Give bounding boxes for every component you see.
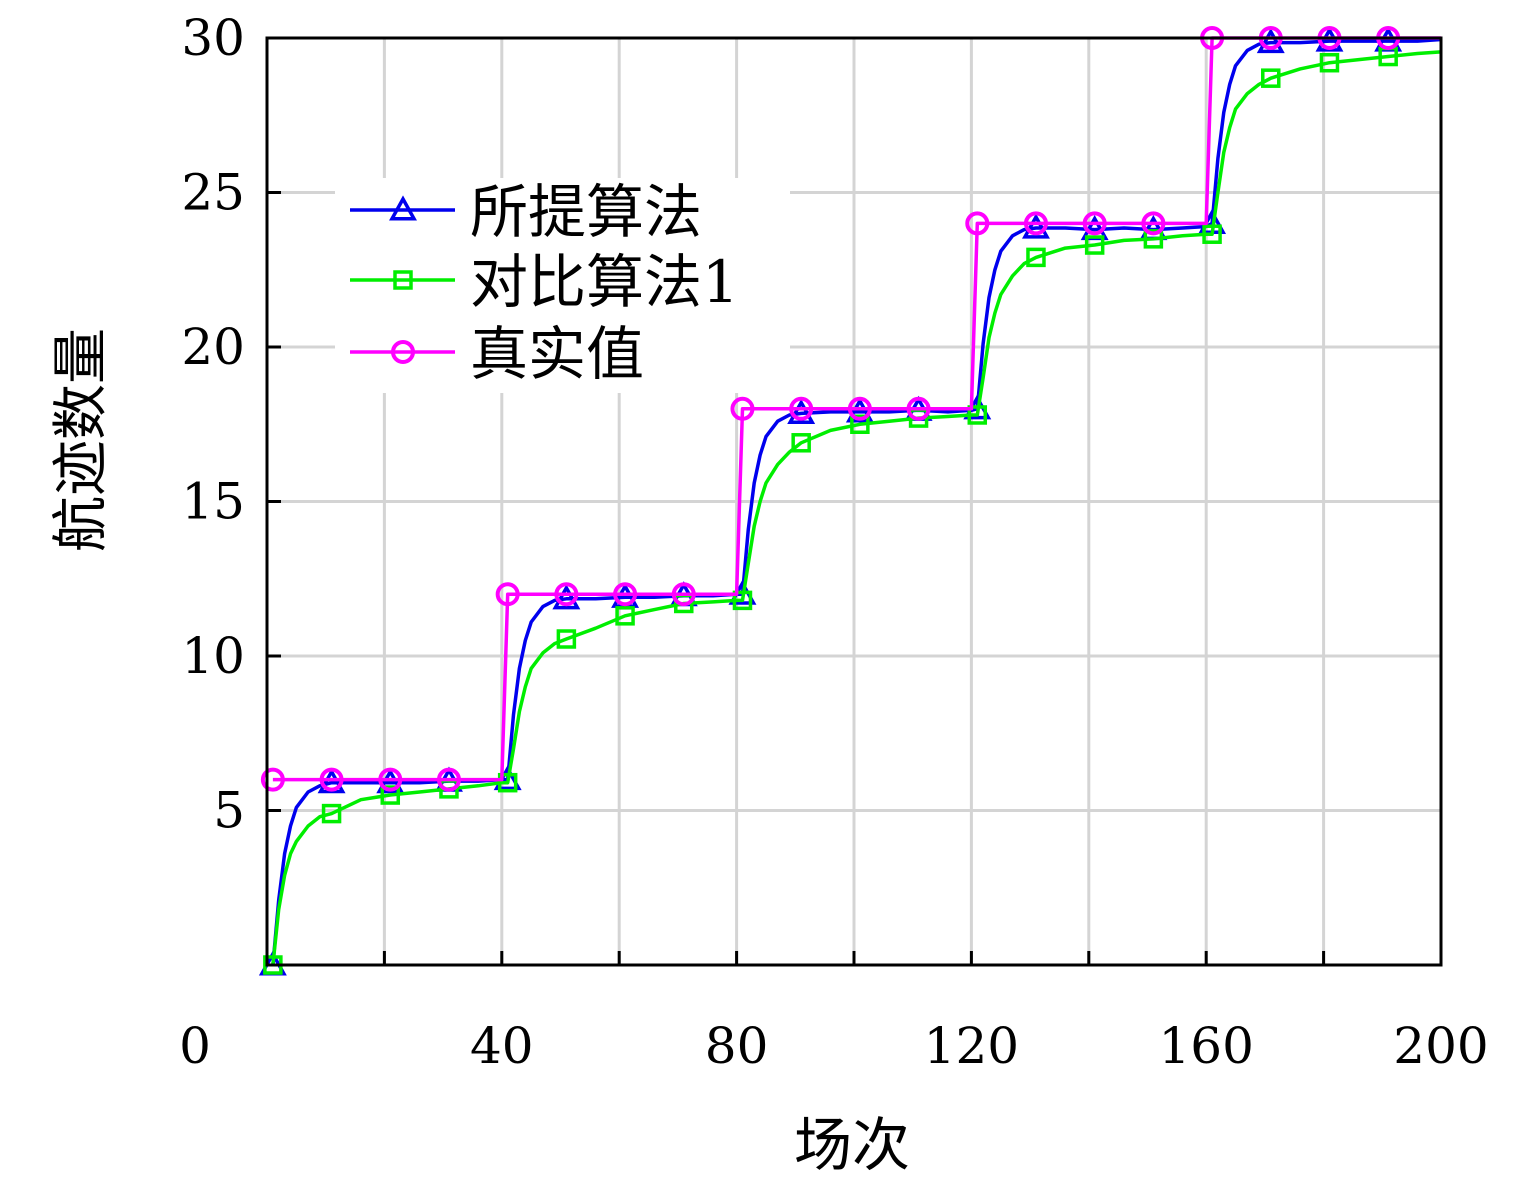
x-tick-label: 0	[179, 1017, 211, 1075]
series-line	[272, 36, 1441, 782]
data-marker-circle	[378, 767, 403, 792]
ticks: 5 10 15 20 25 30 0 40 80 120 160 200	[179, 9, 1489, 1075]
data-marker-circle	[847, 396, 872, 421]
data-marker-circle	[319, 767, 344, 792]
data-marker-circle	[1023, 211, 1048, 236]
data-marker-circle	[906, 396, 931, 421]
y-tick-label: 15	[181, 473, 245, 531]
x-tick-label: 80	[705, 1017, 769, 1075]
data-marker-square	[380, 785, 401, 805]
data-marker-square	[497, 772, 518, 793]
data-marker-circle	[495, 582, 520, 607]
data-marker-triangle	[1256, 28, 1285, 54]
data-marker-circle	[554, 582, 579, 607]
data-marker-circle	[965, 211, 990, 236]
y-axis-label: 航迹数量	[49, 328, 114, 552]
series-circle	[260, 26, 1441, 792]
x-tick-label: 120	[924, 1017, 1019, 1075]
x-tick-label: 160	[1158, 1017, 1253, 1075]
data-marker-square	[321, 803, 342, 824]
legend-marker-square	[393, 270, 413, 290]
data-marker-square	[1084, 235, 1105, 255]
legend-entry: 真实值	[350, 320, 644, 388]
data-marker-circle	[436, 767, 461, 792]
data-marker-square	[1319, 52, 1340, 73]
data-marker-circle	[730, 396, 755, 421]
data-marker-circle	[1141, 211, 1166, 236]
data-marker-square	[791, 433, 811, 453]
legend-marker-triangle	[389, 195, 417, 221]
data-marker-triangle	[552, 584, 581, 610]
x-tick-label: 40	[470, 1017, 534, 1075]
data-marker-square	[1261, 68, 1281, 88]
data-marker-square	[1026, 247, 1046, 268]
data-marker-square	[850, 414, 870, 434]
legend-label: 对比算法1	[470, 248, 739, 316]
data-marker-circle	[260, 767, 285, 792]
data-marker-circle	[613, 582, 638, 607]
data-marker-circle	[671, 582, 696, 607]
data-marker-triangle	[787, 398, 816, 424]
data-marker-square	[967, 405, 988, 425]
y-tick-label: 30	[181, 9, 245, 67]
legend-marker-circle	[391, 340, 415, 364]
legend-entry: 所提算法	[350, 178, 702, 246]
series-layer	[258, 26, 1442, 976]
y-tick-label: 10	[181, 627, 245, 685]
data-marker-square	[732, 590, 753, 611]
data-marker-square	[615, 606, 635, 626]
data-marker-circle	[789, 396, 814, 421]
data-marker-triangle	[1021, 213, 1050, 239]
data-marker-circle	[1082, 211, 1107, 236]
series-square	[263, 46, 1442, 975]
legend-label: 真实值	[470, 320, 644, 388]
x-axis-label: 场次	[794, 1111, 910, 1177]
y-tick-label: 20	[181, 318, 245, 376]
series-line	[271, 50, 1442, 966]
legend-label: 所提算法	[470, 178, 702, 246]
data-marker-square	[1143, 229, 1164, 249]
y-tick-label: 5	[213, 782, 245, 840]
legend-entry: 对比算法1	[350, 248, 739, 316]
grid	[267, 38, 1441, 965]
data-marker-square	[1202, 224, 1222, 244]
x-tick-label: 200	[1393, 1017, 1488, 1075]
y-tick-label: 25	[181, 164, 245, 222]
data-marker-square	[556, 629, 577, 649]
